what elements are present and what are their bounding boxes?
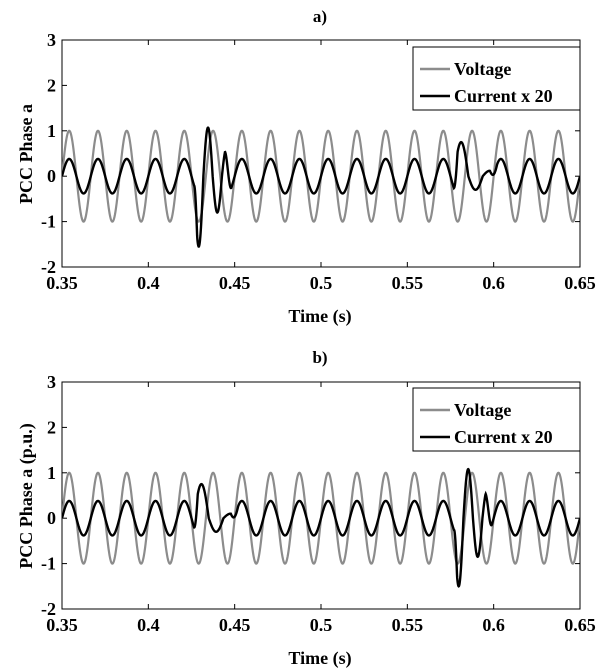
chart-a-ylabel: PCC Phase a	[16, 104, 36, 204]
chart-a-series-current	[62, 126, 580, 248]
chart-b-xtick-label: 0.5	[310, 615, 333, 635]
chart-a-legend-voltage-label: Voltage	[454, 59, 511, 79]
chart-a-title: a)	[313, 7, 327, 26]
chart-b-xtick-label: 0.6	[482, 615, 505, 635]
chart-a-legend-current-label: Current x 20	[454, 86, 553, 106]
chart-a: a) PCC Phase a Time (s) 0.35 0.4 0.45 0.5 0.…	[16, 7, 596, 327]
chart-b-legend: Voltage Current x 20	[412, 387, 581, 452]
chart-b-legend-voltage-label: Voltage	[454, 400, 511, 420]
chart-a-ytick-label: 3	[47, 30, 56, 50]
chart-a-ticks: 0.35 0.4 0.45 0.5 0.55 0.6 0.65 -2 -1 0 1 2 3	[41, 30, 596, 293]
chart-a-ytick-label: -1	[41, 212, 56, 232]
chart-a-xtick-label: 0.65	[564, 273, 596, 293]
chart-a-ytick-label: -2	[41, 257, 56, 277]
chart-b-ytick-label: -1	[41, 554, 56, 574]
chart-b-xtick-label: 0.45	[219, 615, 251, 635]
chart-b-legend-current-label: Current x 20	[454, 427, 553, 447]
chart-b-title: b)	[312, 348, 327, 367]
chart-a-xtick-label: 0.4	[137, 273, 160, 293]
chart-b-ticks: 0.35 0.4 0.45 0.5 0.55 0.6 0.65 -2 -1 0 1 2 3	[41, 372, 596, 635]
chart-a-xtick-label: 0.45	[219, 273, 251, 293]
chart-b-ytick-label: 2	[47, 417, 56, 437]
chart-a-xtick-label: 0.5	[310, 273, 333, 293]
chart-a-legend-box	[412, 46, 581, 111]
chart-b-xlabel: Time (s)	[288, 648, 351, 669]
chart-a-xtick-label: 0.35	[46, 273, 78, 293]
chart-b-xtick-label: 0.65	[564, 615, 596, 635]
chart-a-xtick-label: 0.6	[482, 273, 505, 293]
chart-b-legend-box	[412, 387, 581, 452]
chart-b-ytick-label: -2	[41, 599, 56, 619]
chart-b-ytick-label: 3	[47, 372, 56, 392]
chart-b-series-current	[62, 467, 580, 588]
chart-b-ylabel: PCC Phase a (p.u.)	[16, 423, 37, 569]
chart-a-plot	[62, 126, 580, 248]
chart-b-xtick-label: 0.55	[392, 615, 424, 635]
chart-b-xtick-label: 0.35	[46, 615, 78, 635]
chart-b: b) PCC Phase a (p.u.) Time (s) 0.35 0.4 0.…	[16, 348, 596, 669]
chart-a-ytick-label: 1	[47, 121, 56, 141]
chart-b-ytick-label: 1	[47, 463, 56, 483]
chart-a-ytick-label: 2	[47, 75, 56, 95]
chart-a-xlabel: Time (s)	[288, 306, 351, 327]
chart-a-legend: Voltage Current x 20	[412, 46, 581, 111]
chart-b-plot	[62, 467, 580, 588]
chart-b-xtick-label: 0.4	[137, 615, 160, 635]
chart-b-ytick-label: 0	[47, 508, 56, 528]
chart-a-xtick-label: 0.55	[392, 273, 424, 293]
chart-a-ytick-label: 0	[47, 166, 56, 186]
